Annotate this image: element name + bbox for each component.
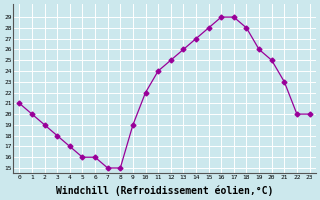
X-axis label: Windchill (Refroidissement éolien,°C): Windchill (Refroidissement éolien,°C) <box>56 185 273 196</box>
